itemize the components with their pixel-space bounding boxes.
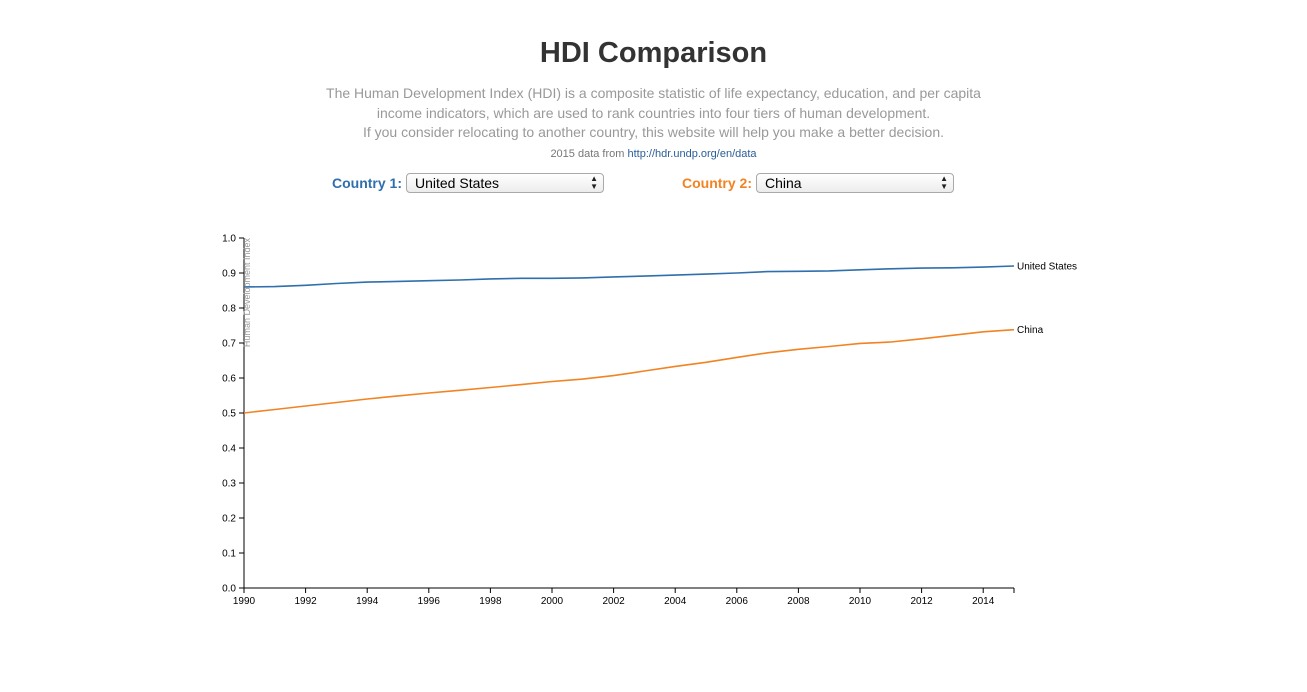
series-line-united-states (243, 265, 1015, 288)
x-tick-label-7: 2004 (664, 596, 687, 607)
y-tick-label-6: 0.6 (222, 374, 236, 385)
x-tick-label-3: 1996 (418, 596, 441, 607)
country-1-select-value: United States (415, 175, 500, 191)
x-tick-label-2: 1994 (356, 596, 379, 607)
x-tick-label-5: 2000 (541, 596, 564, 607)
y-tick-label-1: 0.1 (222, 549, 236, 560)
y-tick-label-9: 0.9 (222, 269, 236, 280)
y-tick-label-10: 1.0 (222, 234, 236, 245)
country-1-label: Country 1: (332, 175, 402, 191)
series-line-china (243, 328, 1015, 414)
x-tick-label-10: 2010 (849, 596, 872, 607)
description-line-1: The Human Development Index (HDI) is a c… (326, 85, 981, 101)
select-updown-arrows-icon: ▲ ▼ (940, 174, 948, 191)
x-tick-label-8: 2006 (726, 596, 749, 607)
page-title: HDI Comparison (539, 37, 768, 69)
country-2-select-value: China (765, 175, 802, 191)
x-tick-label-12: 2014 (972, 596, 995, 607)
x-tick-label-6: 2002 (602, 596, 625, 607)
country-1-selector: Country 1: United States ▲ ▼ (332, 172, 604, 194)
x-tick-label-1: 1992 (294, 596, 317, 607)
y-tick-label-2: 0.2 (222, 514, 236, 525)
y-tick-label-0: 0.0 (222, 584, 236, 595)
country-1-select[interactable]: United States ▲ ▼ (406, 173, 604, 193)
x-tick-label-0: 1990 (233, 596, 256, 607)
country-2-label: Country 2: (682, 175, 752, 191)
y-tick-label-8: 0.8 (222, 304, 236, 315)
country-2-select[interactable]: China ▲ ▼ (756, 173, 954, 193)
x-tick-label-4: 1998 (479, 596, 502, 607)
data-source-prefix: 2015 data from (550, 148, 625, 160)
series-label-united-states: United States (1017, 262, 1077, 273)
y-tick-label-5: 0.5 (222, 409, 236, 420)
series-label-china: China (1017, 325, 1044, 336)
description-line-3: If you consider relocating to another co… (362, 124, 945, 140)
y-tick-label-3: 0.3 (222, 479, 236, 490)
x-tick-label-9: 2008 (787, 596, 810, 607)
y-tick-label-4: 0.4 (222, 444, 236, 455)
data-source-link[interactable]: http://hdr.undp.org/en/data (627, 148, 757, 160)
x-tick-label-11: 2012 (910, 596, 933, 607)
page-description: The Human Development Index (HDI) is a c… (0, 84, 1307, 143)
y-tick-label-7: 0.7 (222, 339, 236, 350)
data-source: 2015 data from http://hdr.undp.org/en/da… (0, 148, 1307, 160)
country-2-selector: Country 2: China ▲ ▼ (682, 172, 954, 194)
y-axis-label: Human Development Index (242, 238, 252, 348)
select-updown-arrows-icon: ▲ ▼ (590, 174, 598, 191)
description-line-2: income indicators, which are used to ran… (376, 104, 931, 121)
